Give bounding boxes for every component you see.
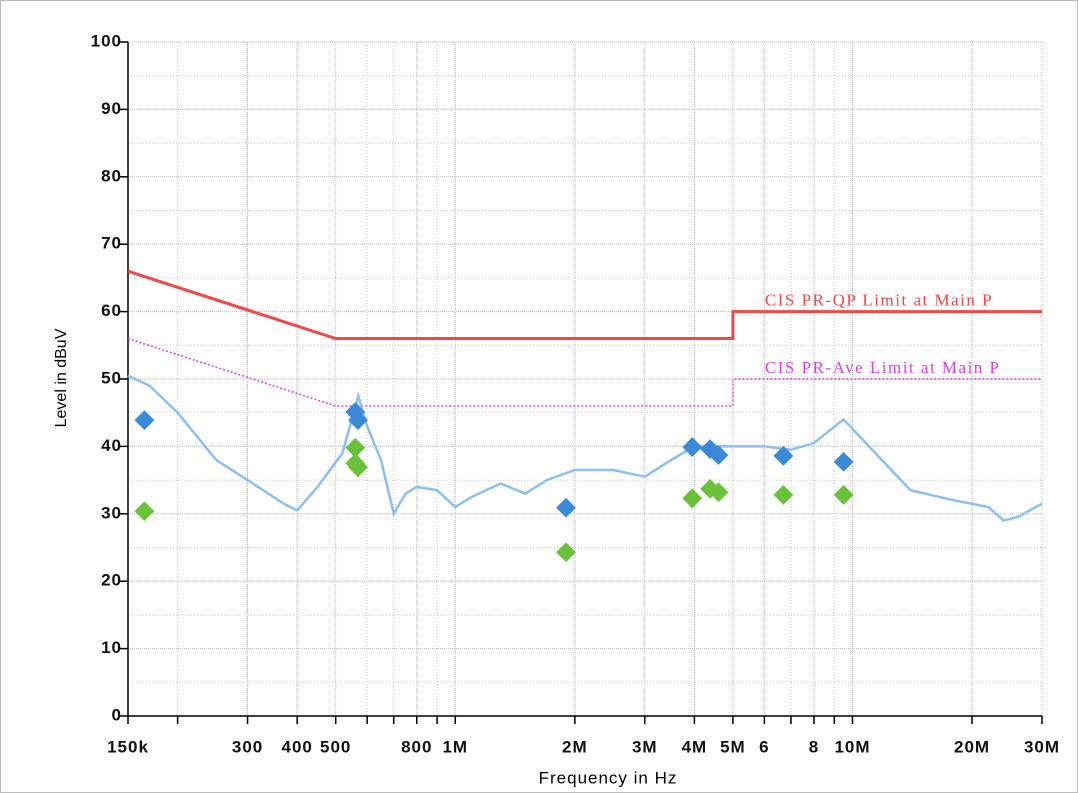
- marker: [134, 410, 155, 431]
- marker: [348, 410, 368, 431]
- marker: [773, 445, 794, 466]
- series-line: [127, 337, 1042, 407]
- marker: [773, 485, 794, 505]
- y-tick-label: 10: [101, 638, 122, 657]
- marker: [833, 452, 854, 472]
- y-tick-label: 0: [112, 705, 122, 724]
- x-axis-label: Frequency in Hz: [539, 768, 678, 787]
- x-tick-label: 4M: [682, 737, 708, 756]
- x-tick-label: 3M: [632, 737, 658, 756]
- x-tick-label: 400: [282, 737, 313, 756]
- series-label: CIS PR-QP Limit at Main P: [765, 291, 993, 310]
- x-tick-label: 500: [320, 737, 351, 756]
- x-tick-label: 30M: [1024, 737, 1060, 756]
- y-tick-label: 50: [101, 368, 122, 387]
- marker: [556, 542, 576, 563]
- series-line: [127, 374, 1043, 522]
- series-label: CIS PR-Ave Limit at Main P: [765, 358, 1001, 377]
- x-tick-label: 1M: [442, 737, 468, 756]
- x-tick-label: 5M: [720, 737, 746, 756]
- y-tick-label: 70: [101, 234, 122, 253]
- marker: [682, 488, 703, 509]
- y-tick-label: 30: [101, 503, 122, 522]
- x-tick-label: 6: [759, 737, 769, 756]
- x-tick-label: 8: [809, 737, 819, 756]
- marker: [833, 485, 854, 505]
- marker: [556, 497, 576, 518]
- x-tick-label: 20M: [954, 737, 990, 756]
- y-tick-label: 20: [101, 571, 122, 590]
- y-axis-label: Level in dBuV: [53, 328, 70, 427]
- y-tick-label: 40: [101, 436, 122, 455]
- marker: [345, 437, 366, 458]
- marker: [708, 445, 729, 466]
- x-tick-label: 2M: [562, 737, 588, 756]
- series-line: [127, 269, 1042, 341]
- y-tick-label: 90: [101, 99, 122, 118]
- marker: [348, 457, 368, 478]
- marker: [708, 482, 729, 503]
- y-tick-label: 100: [91, 31, 122, 50]
- x-tick-label: 800: [401, 737, 432, 756]
- marker: [682, 437, 703, 457]
- y-tick-label: 80: [101, 166, 122, 185]
- y-tick-label: 60: [101, 301, 122, 320]
- x-tick-label: 300: [232, 737, 263, 756]
- x-tick-label: 10M: [834, 737, 870, 756]
- x-tick-label: 150k: [107, 737, 149, 756]
